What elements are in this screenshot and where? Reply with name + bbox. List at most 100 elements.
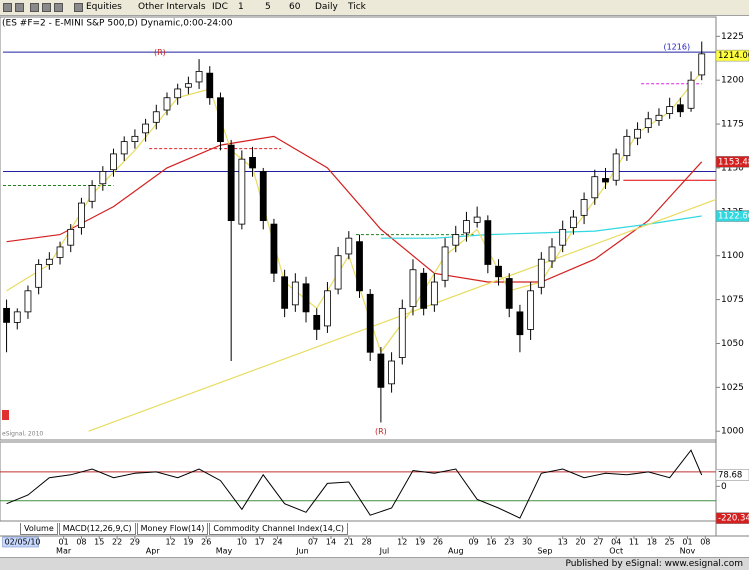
toolbar-button[interactable]: Equities bbox=[86, 2, 122, 12]
x-tick-label: 12 bbox=[397, 538, 407, 547]
toolbar-button[interactable]: 5 bbox=[265, 2, 271, 12]
y-tick-label: 1225 bbox=[721, 32, 744, 42]
price-marker bbox=[715, 49, 749, 62]
month-label: Jun bbox=[295, 547, 309, 556]
candle-body bbox=[666, 106, 674, 114]
indicator-tab[interactable]: MACD(12,26,9,C) bbox=[58, 523, 136, 535]
price-marker-label: 1122.60 bbox=[718, 212, 749, 222]
x-tick-label: 29 bbox=[130, 538, 140, 547]
candle-body bbox=[602, 178, 609, 183]
candle-body bbox=[142, 123, 150, 134]
indicator-line bbox=[6, 449, 703, 519]
annotation: (1216) bbox=[663, 43, 690, 52]
month-label: Sep bbox=[537, 547, 552, 556]
x-tick-label: 07 bbox=[308, 538, 318, 547]
toolbar-icon[interactable] bbox=[3, 3, 12, 12]
candle-body bbox=[634, 128, 641, 139]
candle-body bbox=[302, 283, 310, 313]
toolbar-button[interactable]: 60 bbox=[289, 2, 301, 12]
toolbar-button[interactable]: 1 bbox=[238, 2, 244, 12]
flag-icon bbox=[2, 410, 9, 420]
x-tick-label: 26 bbox=[433, 538, 443, 547]
candle-body bbox=[120, 141, 128, 155]
month-label: May bbox=[216, 547, 233, 556]
y-tick-label: 1150 bbox=[721, 163, 744, 173]
toolbar-icon[interactable] bbox=[15, 3, 24, 12]
candle-body bbox=[409, 269, 417, 308]
candle-body bbox=[249, 157, 256, 169]
candle-body bbox=[452, 234, 460, 246]
x-tick-label: 10 bbox=[237, 538, 247, 547]
candle-body bbox=[238, 158, 246, 225]
x-tick-label: 21 bbox=[344, 538, 354, 547]
candle-body bbox=[698, 53, 706, 76]
candle-body bbox=[163, 97, 171, 111]
price-marker-label: 1153.48 bbox=[718, 157, 749, 167]
candle-body bbox=[377, 353, 385, 388]
x-tick-label: 27 bbox=[593, 538, 603, 547]
toolbar-icon[interactable] bbox=[54, 3, 63, 12]
y-tick-label: 1075 bbox=[721, 295, 744, 305]
indicator-tab[interactable]: Commodity Channel Index(14,C) bbox=[209, 523, 349, 535]
y-tick-label: 1100 bbox=[721, 251, 744, 261]
indicator-tab[interactable]: Money Flow(14) bbox=[136, 523, 209, 535]
candle-body bbox=[56, 246, 64, 258]
price-marker bbox=[715, 210, 749, 222]
y-tick-label: 1025 bbox=[721, 383, 744, 393]
x-tick-label: 25 bbox=[665, 538, 675, 547]
candle-body bbox=[495, 265, 502, 278]
price-marker bbox=[715, 469, 749, 481]
candle-body bbox=[45, 258, 53, 265]
start-date-box bbox=[2, 536, 39, 548]
x-tick-label: 13 bbox=[558, 538, 568, 547]
toolbar-icon[interactable] bbox=[42, 3, 51, 12]
x-tick-label: 15 bbox=[94, 538, 104, 547]
x-tick-label: 24 bbox=[272, 538, 282, 547]
toolbar: Equities Other Intervals IDC 1 5 60 Daily Tick bbox=[0, 0, 749, 16]
price-marker bbox=[715, 156, 749, 168]
toolbar-icon[interactable] bbox=[74, 3, 83, 12]
candle-body bbox=[388, 360, 395, 385]
x-tick-label: 19 bbox=[183, 538, 193, 547]
candle-body bbox=[259, 171, 267, 222]
candle-body bbox=[67, 228, 75, 246]
candle-body bbox=[623, 135, 631, 157]
x-tick-label: 09 bbox=[468, 538, 478, 547]
toolbar-button[interactable]: Tick bbox=[348, 2, 366, 12]
candle-body bbox=[366, 293, 374, 353]
candle-body bbox=[559, 228, 567, 246]
toolbar-icon[interactable] bbox=[30, 3, 39, 12]
indicator-y-tick-label: 0 bbox=[721, 482, 727, 492]
x-tick-label: 17 bbox=[255, 538, 265, 547]
y-tick-label: 1050 bbox=[721, 339, 744, 349]
indicator-line bbox=[6, 135, 703, 283]
toolbar-button[interactable]: IDC bbox=[212, 2, 228, 12]
candle-body bbox=[324, 290, 331, 327]
x-tick-label: 12 bbox=[165, 538, 175, 547]
toolbar-button[interactable]: Other Intervals bbox=[138, 2, 206, 12]
x-tick-label: 26 bbox=[201, 538, 211, 547]
candle-body bbox=[356, 241, 363, 292]
candle-body bbox=[174, 88, 182, 99]
month-label: Aug bbox=[448, 547, 464, 556]
indicator-panel bbox=[0, 441, 717, 522]
candle-body bbox=[3, 307, 10, 323]
candle-body bbox=[463, 220, 470, 234]
x-tick-label: 22 bbox=[112, 538, 122, 547]
month-label: Nov bbox=[680, 547, 696, 556]
month-label: Oct bbox=[609, 547, 623, 556]
candle-body bbox=[580, 199, 588, 216]
candle-body bbox=[313, 314, 321, 330]
toolbar-button[interactable]: Daily bbox=[315, 2, 338, 12]
candle-body bbox=[430, 281, 438, 306]
candle-body bbox=[398, 307, 406, 358]
candle-body bbox=[345, 237, 353, 255]
candle-body bbox=[537, 258, 545, 288]
indicator-plot bbox=[0, 449, 716, 519]
candle-body bbox=[270, 223, 278, 274]
candle-body bbox=[110, 153, 117, 171]
candle-body bbox=[676, 104, 684, 113]
indicator-tab[interactable]: Volume bbox=[20, 523, 58, 535]
